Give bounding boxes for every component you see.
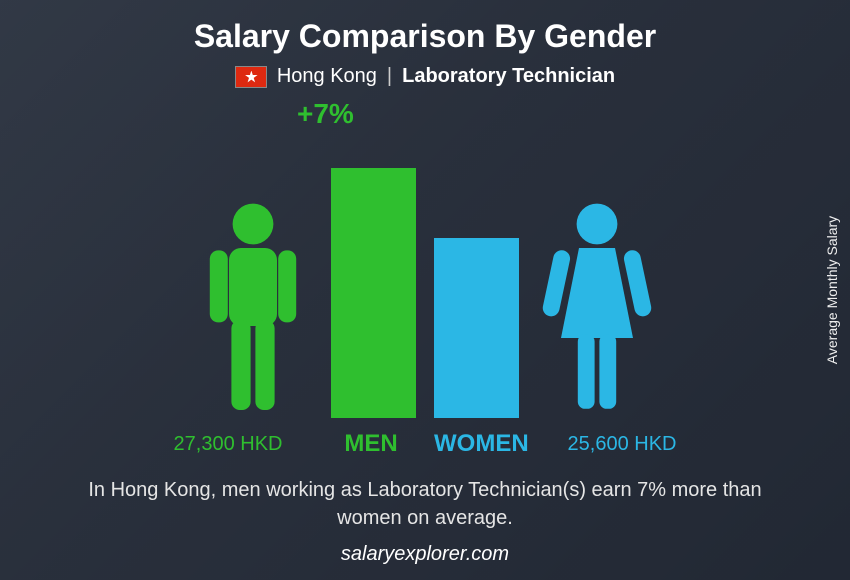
- men-label: MEN: [326, 430, 416, 458]
- summary-text: In Hong Kong, men working as Laboratory …: [0, 458, 850, 532]
- women-label: WOMEN: [434, 430, 524, 458]
- men-salary-value: 27,300 HKD: [148, 433, 308, 456]
- page-title: Salary Comparison By Gender: [0, 18, 850, 55]
- job-title: Laboratory Technician: [402, 65, 615, 88]
- header: Salary Comparison By Gender Hong Kong | …: [0, 0, 850, 88]
- bar-men: [331, 168, 416, 418]
- women-salary-value: 25,600 HKD: [542, 433, 702, 456]
- y-axis-label: Average Monthly Salary: [824, 216, 840, 364]
- flag-icon: [235, 66, 267, 88]
- female-icon: [537, 198, 657, 418]
- subtitle-row: Hong Kong | Laboratory Technician: [0, 65, 850, 88]
- footer-site: salaryexplorer.com: [0, 543, 850, 566]
- country-label: Hong Kong: [277, 65, 377, 88]
- delta-label: +7%: [297, 98, 354, 130]
- male-icon: [193, 198, 313, 418]
- bar-women: [434, 238, 519, 418]
- chart-figures: [193, 168, 657, 418]
- labels-row: 27,300 HKD MEN WOMEN 25,600 HKD: [105, 430, 745, 458]
- separator: |: [387, 65, 392, 88]
- chart-area: +7% 27,300 HKD MEN WOMEN 25,600 HKD: [0, 98, 850, 458]
